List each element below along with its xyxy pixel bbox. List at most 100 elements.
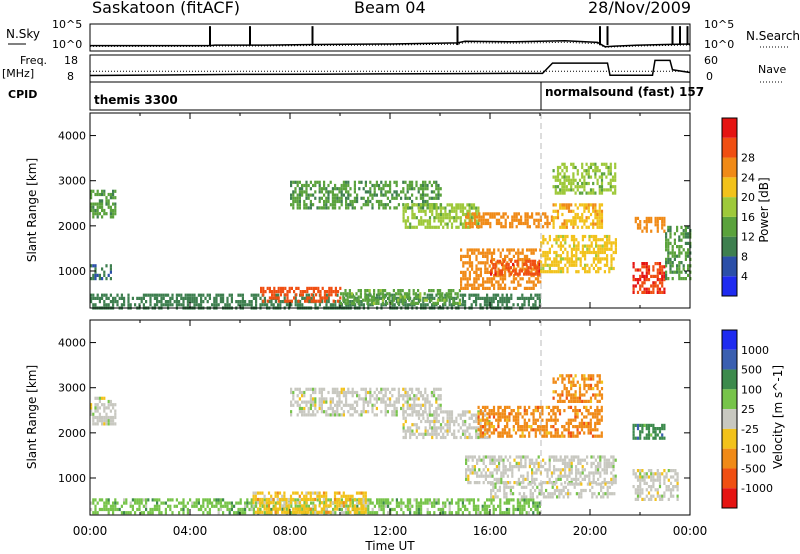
range-gate-cell	[112, 303, 115, 307]
range-gate-cell	[595, 244, 598, 248]
range-gate-cell	[197, 501, 200, 505]
range-gate-cell	[534, 431, 537, 435]
range-gate-cell	[265, 507, 268, 511]
range-gate-cell	[241, 300, 244, 304]
range-gate-cell	[444, 209, 447, 213]
range-gate-cell	[96, 396, 99, 400]
range-gate-cell	[614, 188, 617, 192]
range-gate-cell	[342, 413, 345, 417]
range-gate-cell	[180, 501, 183, 505]
range-gate-cell	[120, 511, 123, 515]
range-gate-cell	[404, 435, 407, 440]
range-gate-cell	[307, 491, 310, 495]
range-gate-cell	[528, 248, 531, 252]
range-gate-cell	[600, 219, 604, 223]
range-gate-cell	[164, 303, 167, 307]
range-gate-cell	[475, 212, 478, 217]
range-gate-cell	[596, 421, 599, 425]
range-gate-cell	[206, 498, 209, 502]
range-gate-cell	[369, 498, 372, 502]
range-gate-cell	[603, 468, 606, 472]
range-gate-cell	[332, 303, 335, 307]
range-gate-cell	[592, 191, 595, 195]
range-gate-cell	[378, 390, 381, 395]
range-gate-cell	[428, 501, 431, 505]
range-gate-cell	[663, 274, 666, 278]
range-gate-cell	[299, 504, 302, 508]
range-gate-cell	[322, 494, 326, 498]
range-gate-cell	[517, 258, 520, 262]
range-gate-cell	[419, 298, 422, 302]
range-gate-cell	[584, 270, 587, 274]
range-gate-cell	[439, 206, 443, 210]
range-gate-cell	[450, 413, 454, 417]
range-gate-cell	[186, 296, 189, 300]
range-gate-cell	[109, 300, 112, 304]
range-gate-cell	[380, 498, 383, 502]
range-gate-cell	[482, 286, 485, 290]
range-gate-cell	[563, 434, 566, 438]
range-gate-cell	[395, 400, 398, 404]
range-gate-cell	[149, 293, 152, 297]
range-gate-cell	[568, 260, 571, 264]
range-gate-cell	[351, 199, 354, 204]
range-gate-cell	[534, 501, 537, 505]
range-gate-cell	[92, 511, 95, 515]
range-gate-cell	[433, 190, 436, 194]
range-gate-cell	[295, 286, 298, 290]
range-gate-cell	[294, 400, 297, 404]
range-gate-cell	[587, 206, 590, 210]
range-gate-cell	[310, 511, 313, 515]
range-gate-cell	[488, 280, 491, 284]
range-gate-cell	[656, 262, 659, 266]
range-gate-cell	[667, 277, 670, 281]
range-gate-cell	[323, 199, 326, 204]
range-gate-cell	[556, 185, 560, 189]
range-gate-cell	[546, 225, 549, 229]
range-gate-cell	[663, 216, 666, 220]
range-gate-cell	[564, 465, 567, 469]
range-gate-cell	[545, 425, 548, 429]
range-gate-cell	[149, 303, 152, 307]
range-gate-cell	[250, 300, 253, 304]
range-gate-cell	[466, 426, 469, 430]
range-gate-cell	[436, 289, 439, 293]
range-gate-cell	[349, 300, 352, 304]
range-gate-cell	[512, 511, 515, 515]
range-gate-cell	[357, 289, 360, 293]
range-gate-cell	[129, 511, 132, 515]
range-gate-cell	[519, 425, 522, 429]
range-gate-cell	[554, 216, 557, 220]
range-gate-cell	[559, 477, 562, 481]
range-gate-cell	[131, 504, 134, 508]
range-gate-cell	[442, 501, 445, 505]
range-gate-cell	[450, 216, 454, 220]
range-gate-cell	[96, 215, 99, 219]
range-gate-cell	[543, 425, 546, 429]
range-gate-cell	[490, 280, 493, 284]
range-gate-cell	[406, 504, 409, 508]
range-gate-cell	[554, 178, 557, 182]
range-gate-cell	[466, 254, 469, 258]
range-gate-cell	[402, 219, 405, 223]
range-gate-cell	[290, 196, 293, 200]
range-gate-cell	[215, 296, 218, 300]
range-gate-cell	[395, 504, 398, 508]
range-gate-cell	[594, 175, 597, 179]
range-gate-cell	[473, 286, 476, 290]
range-gate-cell	[94, 192, 97, 197]
range-gate-cell	[609, 162, 612, 166]
range-gate-cell	[375, 387, 378, 391]
range-gate-cell	[477, 296, 480, 300]
range-gate-cell	[105, 293, 108, 297]
range-gate-cell	[503, 431, 507, 435]
range-gate-cell	[448, 300, 451, 304]
range-gate-cell	[292, 199, 295, 204]
range-gate-cell	[490, 495, 493, 499]
range-gate-cell	[605, 162, 608, 166]
range-gate-cell	[327, 193, 330, 197]
range-gate-cell	[306, 290, 309, 294]
range-gate-cell	[277, 293, 280, 297]
range-gate-cell	[530, 425, 533, 429]
range-gate-cell	[213, 300, 216, 304]
